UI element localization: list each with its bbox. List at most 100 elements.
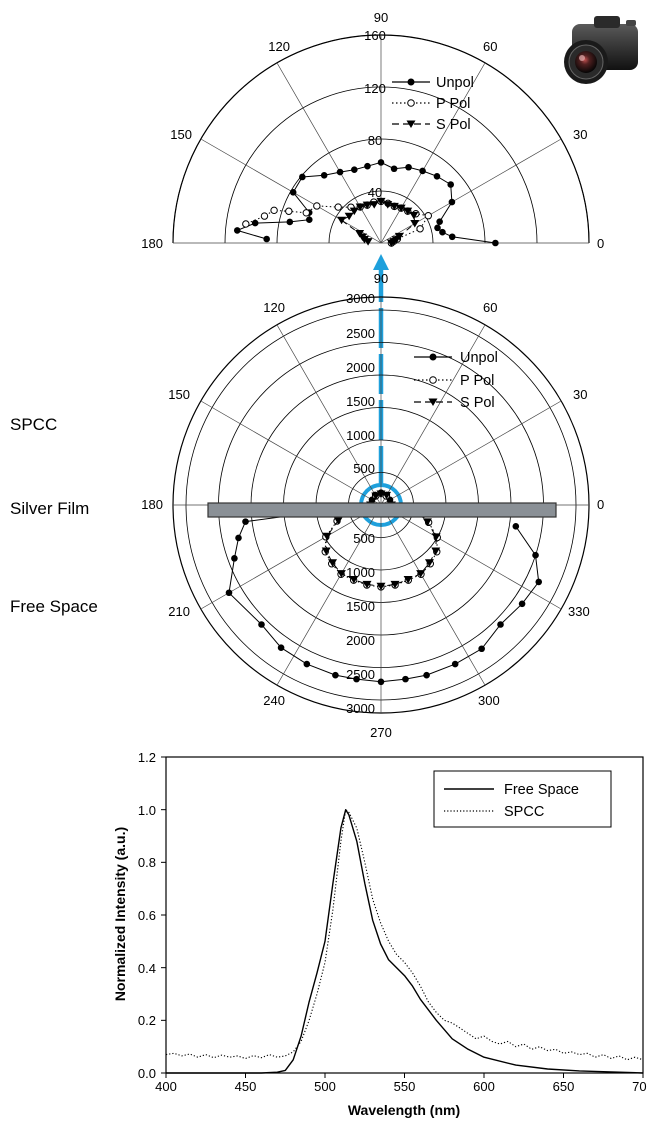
- polar-series: [233, 159, 499, 247]
- point-unpol-6: [447, 181, 455, 188]
- point-unpol-23: [263, 235, 270, 243]
- legend-marker-spol: [428, 398, 438, 406]
- series-line-spcc: [165, 809, 644, 1061]
- y-tick-0.8: 0.8: [138, 855, 156, 870]
- legend-label-ppol: P Pol: [460, 373, 494, 389]
- legend-marker-ppol: [407, 99, 415, 107]
- angle-label-180: 180: [141, 497, 163, 512]
- radial-tick-down-2000: 2000: [346, 633, 375, 648]
- point-s-pol-13: [355, 203, 365, 211]
- legend: Unpol P Pol S Pol: [392, 75, 474, 133]
- spoke-60: [380, 324, 486, 506]
- series-line-free-space: [166, 809, 644, 1074]
- arrow-head: [373, 254, 389, 270]
- polar-grid: [172, 296, 590, 714]
- angle-label-120: 120: [268, 39, 290, 54]
- label-spcc: SPCC: [10, 415, 57, 434]
- point-unpol-15: [353, 675, 360, 683]
- radial-tick-up-2500: 2500: [346, 326, 375, 341]
- legend-marker-unpol: [407, 78, 415, 86]
- point-s-pol-5: [409, 211, 419, 220]
- point-s-pol-17: [424, 559, 434, 567]
- point-unpol-0: [492, 239, 499, 247]
- point-unpol-4: [436, 218, 443, 225]
- point-p-pol-15: [334, 203, 342, 211]
- point-unpol-21: [497, 621, 504, 628]
- point-unpol-10: [225, 589, 233, 597]
- point-unpol-5: [448, 198, 456, 206]
- point-unpol-16: [377, 678, 385, 686]
- point-s-pol-9: [383, 201, 393, 209]
- angle-label-330: 330: [568, 604, 590, 619]
- point-unpol-21: [251, 219, 259, 227]
- lower-polar-chart: 0 30 60 90 120 150 180 210 240 270 300 3…: [141, 271, 604, 740]
- angle-label-0: 0: [597, 236, 604, 251]
- y-tick-0.4: 0.4: [138, 961, 156, 976]
- angle-labels: 0 30 60 90 120 150 180: [141, 10, 604, 251]
- radial-tick-80: 80: [368, 133, 382, 148]
- point-p-pol-18: [285, 207, 293, 215]
- angle-labels: 0 30 60 90 120 150 180 210 240 270 300 3…: [141, 271, 604, 740]
- radial-tick-down-1000: 1000: [346, 565, 375, 580]
- point-unpol-1: [448, 233, 456, 241]
- legend-label-unpol: Unpol: [436, 75, 474, 91]
- point-unpol-22: [233, 227, 241, 234]
- point-unpol-13: [303, 660, 311, 668]
- point-s-pol-6: [403, 207, 413, 216]
- angle-label-150: 150: [170, 127, 192, 142]
- legend: Unpol P Pol S Pol: [414, 350, 498, 411]
- angle-label-180: 180: [141, 236, 163, 251]
- point-unpol-15: [320, 171, 328, 179]
- radial-tick-up-1500: 1500: [346, 394, 375, 409]
- x-tick-450: 450: [235, 1079, 257, 1094]
- point-s-pol-1: [382, 491, 392, 500]
- point-s-pol-3: [394, 232, 404, 241]
- radial-tick-160: 160: [364, 28, 386, 43]
- point-s-pol-14: [349, 207, 359, 216]
- point-s-pol-11: [369, 201, 379, 209]
- point-unpol-7: [433, 172, 441, 180]
- silver-film: [207, 502, 557, 518]
- point-unpol-11: [377, 159, 385, 166]
- radial-tick-down-2500: 2500: [346, 667, 375, 682]
- point-unpol-18: [423, 671, 430, 679]
- point-unpol-20: [478, 645, 485, 653]
- point-unpol-14: [332, 671, 339, 679]
- legend-label-free-space: Free Space: [504, 782, 579, 798]
- point-s-pol-11: [349, 576, 359, 584]
- point-s-pol-12: [362, 580, 372, 589]
- x-axis-title: Wavelength (nm): [348, 1102, 460, 1118]
- point-unpol-25: [512, 523, 520, 530]
- y-tick-0: 0.0: [138, 1066, 156, 1081]
- label-silver-film: Silver Film: [10, 499, 89, 518]
- angle-label-120: 120: [263, 300, 285, 315]
- point-s-pol-15: [403, 576, 413, 584]
- x-tick-700: 700: [632, 1079, 647, 1094]
- point-s-pol-20: [363, 238, 373, 246]
- point-unpol-19: [305, 216, 313, 224]
- point-unpol-23: [535, 578, 543, 586]
- angle-label-300: 300: [478, 693, 500, 708]
- legend-label-spcc: SPCC: [504, 804, 544, 820]
- point-s-pol-19: [359, 235, 369, 244]
- spoke-30: [380, 400, 562, 506]
- x-tick-labels: 400 450 500 550 600 650 700: [155, 1079, 647, 1094]
- point-s-pol-16: [416, 570, 426, 578]
- x-tick-550: 550: [394, 1079, 416, 1094]
- spoke-60: [380, 62, 486, 244]
- point-s-pol-19: [431, 533, 441, 541]
- x-tick-600: 600: [473, 1079, 495, 1094]
- radial-tick-up-500: 500: [353, 461, 375, 476]
- point-s-pol-10: [336, 570, 346, 578]
- point-p-pol-21: [242, 220, 250, 228]
- angle-label-90: 90: [374, 271, 388, 286]
- point-unpol-12: [364, 162, 371, 170]
- legend-marker-unpol: [429, 353, 437, 361]
- series-line-p-pol: [324, 492, 438, 588]
- radial-tick-120: 120: [364, 81, 386, 96]
- legend: Free Space SPCC: [433, 770, 612, 828]
- legend-marker-ppol: [429, 376, 437, 384]
- point-s-pol-8: [321, 547, 331, 555]
- spectrum-line-chart: 400 450 500 550 600 650 700 0.0 0.2 0.4 …: [112, 750, 647, 1118]
